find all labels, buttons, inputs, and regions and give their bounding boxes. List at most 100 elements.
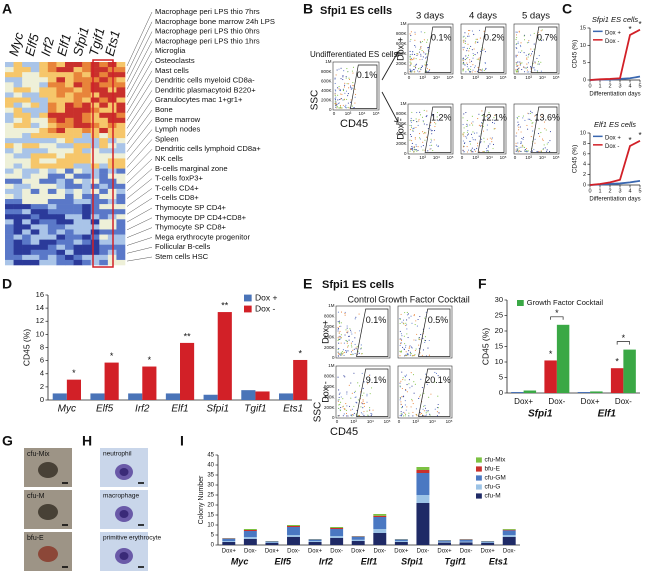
flow-event [404,412,406,414]
heatmap-cell [65,163,74,169]
bar [66,379,81,400]
flow-event [401,405,404,407]
flow-event [434,371,436,374]
flow-event [534,138,536,140]
x-tick-label: Dox+ [265,549,280,555]
flow-event [419,396,421,398]
heatmap-cell [39,102,49,108]
gate-percentage: 12.1% [482,112,508,122]
heatmap-cell [13,148,23,154]
flow-event [531,112,533,114]
heatmap-cell [56,188,66,195]
flow-event [547,116,549,118]
cell-type-label: Macrophage peri LPS thio 0hrs [155,27,260,36]
flow-event [402,319,405,321]
flow-x-tick: 0 [514,155,517,160]
flow-event [337,400,339,402]
flow-event [462,123,464,126]
heatmap-cell [56,72,66,78]
bar [544,360,557,393]
heatmap-cell [47,199,57,205]
flow-event [524,119,526,121]
heatmap-cell [13,234,23,240]
flow-event [476,132,478,134]
flow-event [482,130,485,132]
flow-y-tick: 0 [404,71,407,76]
heatmap-cell [90,122,100,129]
x-tick-label: Dox- [244,549,257,555]
flow-event [412,51,414,53]
heatmap-cell [116,163,126,169]
legend-swatch [593,39,603,41]
flow-event [362,413,364,415]
flow-event [348,107,350,109]
flow-event [515,44,517,46]
panel-label: F [478,276,487,292]
gene-label: Irf2 [38,35,58,58]
heatmap-cell [22,163,32,169]
cell-type-label: Macrophage peri LPS thio 7hrs [155,7,260,16]
flow-event [420,31,422,33]
bar-segment [287,527,300,535]
flow-event [346,331,348,333]
flow-event [427,409,429,412]
flow-event [339,354,341,356]
flow-event [486,129,488,131]
heatmap-cell [82,209,92,215]
flow-event [352,72,354,74]
flow-event [530,66,532,68]
heatmap-cell [5,82,14,88]
flow-event [414,383,416,385]
flow-event [525,148,528,150]
flow-event [515,68,517,71]
heatmap-cell [99,229,109,235]
bar-segment [416,473,430,495]
flow-event [517,70,519,72]
flow-event [489,143,491,145]
legend-swatch [593,135,603,138]
legend-label: Dox + [605,136,621,142]
heatmap-cell [65,224,74,230]
heatmap-cell [30,133,40,139]
heatmap-cell [22,77,32,83]
flow-event [516,62,518,64]
bar-segment [502,529,516,530]
heatmap-cell [99,62,109,68]
flow-event [355,347,357,349]
bracket [550,316,564,320]
flow-event [472,52,474,55]
flow-event [352,349,354,351]
flow-event [542,148,544,150]
flow-event [478,124,480,126]
flow-event [414,138,416,140]
flow-event [540,40,542,42]
flow-event [423,410,425,412]
bar-segment [243,539,257,545]
flow-event [436,144,438,146]
flow-event [524,149,526,151]
y-tick-label: 0 [211,543,215,549]
flow-event [348,384,350,386]
heatmap-cell [30,87,40,93]
heatmap-cell [5,249,14,256]
heatmap-cell [30,97,40,103]
flow-event [430,122,432,124]
flow-event [353,372,355,374]
flow-event [518,151,520,153]
flow-event [463,113,465,115]
heatmap-cell [99,209,109,215]
bar-segment [459,541,473,543]
flow-event [477,67,479,69]
flow-event [471,122,473,124]
heatmap-cell [47,77,57,83]
y-tick-label: 0 [583,77,586,83]
heatmap-cell [22,87,32,93]
flow-event [427,347,429,349]
flow-event [462,117,464,119]
flow-event [338,399,340,401]
gene-label: Elf5 [22,31,42,57]
flow-x-tick: 10⁵ [447,75,454,80]
heatmap-cell [56,62,66,68]
heatmap-cell [5,254,14,261]
flow-event [345,329,347,331]
